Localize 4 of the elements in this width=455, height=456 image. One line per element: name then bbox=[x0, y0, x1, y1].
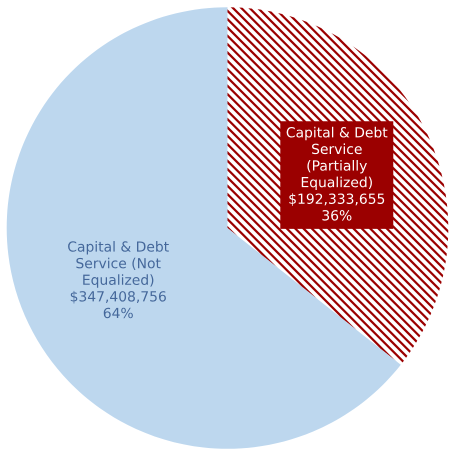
slice-label: Capital & Debt Service (Partially Equalized) bbox=[286, 126, 388, 190]
slice-label: Capital & Debt Service (Not Equalized) bbox=[68, 241, 169, 288]
data-label: $192,333,655 36% bbox=[289, 193, 384, 221]
data-label: $347,408,756 64% bbox=[70, 290, 166, 318]
